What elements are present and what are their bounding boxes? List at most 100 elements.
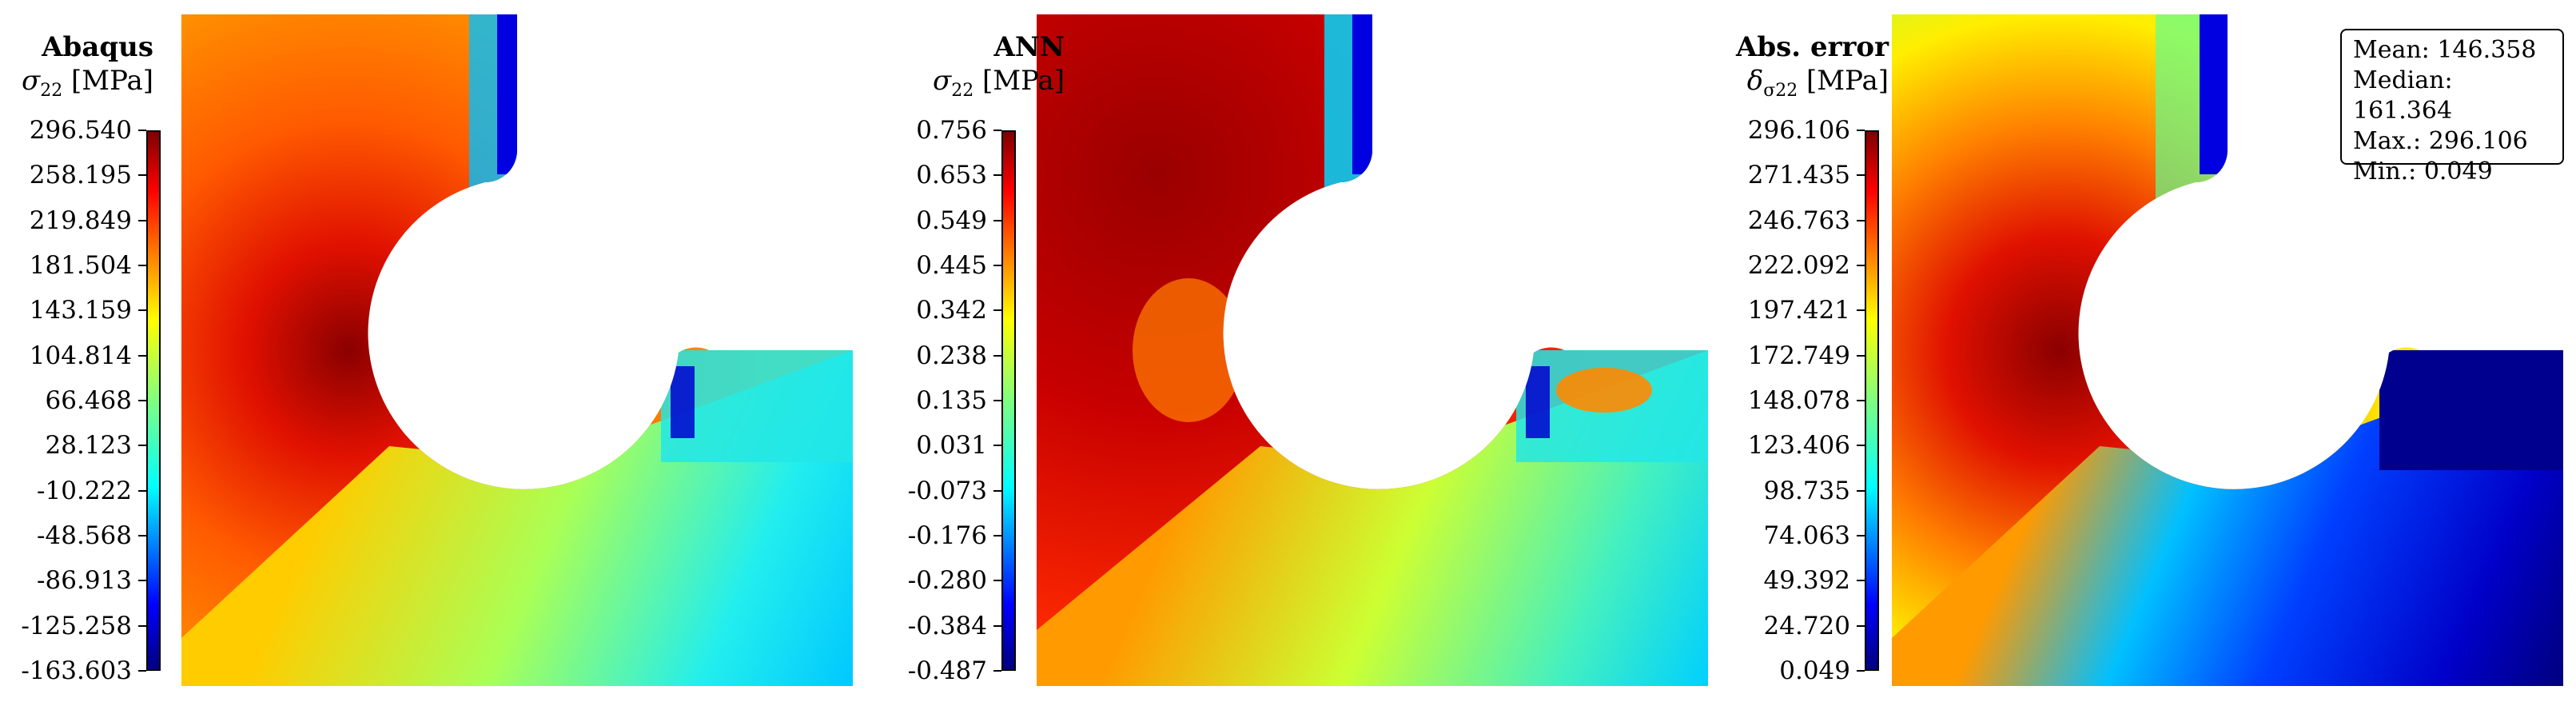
colorbar-tick-mark xyxy=(993,219,1001,221)
colorbar-tick-label: 66.468 xyxy=(45,386,132,415)
colorbar-tick-mark xyxy=(138,219,146,221)
colorbar-tick-mark xyxy=(993,174,1001,177)
colorbar-tick-label: 0.445 xyxy=(916,251,987,280)
colorbar-tick-label: -0.176 xyxy=(907,521,987,550)
panel-title: ANN σ22 [MPa] xyxy=(933,34,1065,100)
panel-error: Abs. error δσ22 [MPa] Mean: 146.358 Medi… xyxy=(1710,0,2576,702)
colorbar-tick-label: -0.384 xyxy=(907,611,987,640)
colorbar-tick-mark xyxy=(1857,489,1865,492)
colorbar-tick-label: 0.549 xyxy=(916,205,987,235)
colorbar xyxy=(1001,130,1016,671)
colorbar-tick-mark xyxy=(993,670,1001,672)
panel-abaqus: Abaqus σ22 [MPa] 296.540 258.195 219.849 18… xyxy=(0,0,855,702)
colorbar-tick-mark xyxy=(993,489,1001,492)
colorbar-tick-label: 74.063 xyxy=(1763,521,1850,550)
colorbar-tick-mark xyxy=(993,400,1001,401)
colorbar-tick-label: 181.504 xyxy=(29,251,132,280)
colorbar-tick-label: 0.135 xyxy=(916,386,987,415)
colorbar-tick-mark xyxy=(1857,670,1865,672)
unit-label: [MPa] xyxy=(982,65,1065,97)
colorbar-tick-mark xyxy=(1857,354,1865,357)
stat-mean: Mean: 146.358 xyxy=(2353,36,2537,64)
colorbar-tick-mark xyxy=(1857,445,1865,447)
colorbar-tick-label: 123.406 xyxy=(1747,431,1850,461)
colorbar-tick-mark xyxy=(138,354,146,357)
stat-min: Min.: 0.049 xyxy=(2353,158,2493,185)
colorbar-tick-mark xyxy=(138,400,146,401)
colorbar-tick-label: 143.159 xyxy=(29,296,132,325)
colorbar-tick-mark xyxy=(1857,624,1865,627)
colorbar-tick-label: 197.421 xyxy=(1747,296,1850,325)
colorbar-tick-label: -163.603 xyxy=(21,656,132,685)
colorbar-tick-label: -0.280 xyxy=(907,566,987,596)
colorbar-tick-mark xyxy=(993,445,1001,447)
colorbar-tick-mark xyxy=(138,445,146,447)
colorbar-tick-label: 246.763 xyxy=(1747,205,1850,235)
colorbar-tick-mark xyxy=(993,354,1001,357)
colorbar-tick-label: 0.756 xyxy=(916,116,987,145)
colorbar-tick-label: 28.123 xyxy=(45,431,132,461)
quantity-symbol: σ xyxy=(933,65,952,97)
title-name: Abaqus xyxy=(42,31,153,63)
title-quantity: σ22 [MPa] xyxy=(933,67,1065,100)
panel-title: Abs. error δσ22 [MPa] xyxy=(1736,34,1889,100)
stat-median: Median: 161.364 xyxy=(2353,66,2453,125)
colorbar-tick-mark xyxy=(138,130,146,131)
colorbar-tick-label: 148.078 xyxy=(1747,386,1850,415)
colorbar-tick-label: 24.720 xyxy=(1763,611,1850,640)
colorbar-tick-mark xyxy=(138,624,146,627)
colorbar-tick-label: -86.913 xyxy=(37,566,132,596)
colorbar-tick-label: 0.031 xyxy=(916,431,987,461)
quantity-symbol: σ xyxy=(22,65,41,97)
colorbar-tick-label: -10.222 xyxy=(37,476,132,505)
colorbar-tick-label: -48.568 xyxy=(37,521,132,550)
colorbar-tick-label: 258.195 xyxy=(29,161,132,190)
colorbar-tick-label: 98.735 xyxy=(1763,476,1850,505)
colorbar-tick-label: 296.540 xyxy=(29,116,132,145)
colorbar xyxy=(1865,130,1879,671)
quantity-subscript: 22 xyxy=(40,80,63,101)
unit-label: [MPa] xyxy=(1806,65,1889,97)
colorbar-tick-label: 0.653 xyxy=(916,161,987,190)
colorbar-tick-mark xyxy=(993,624,1001,627)
colorbar-tick-mark xyxy=(138,309,146,312)
title-quantity: σ22 [MPa] xyxy=(22,67,153,100)
colorbar-tick-mark xyxy=(1857,130,1865,131)
colorbar-tick-mark xyxy=(138,489,146,492)
title-name: Abs. error xyxy=(1735,31,1889,63)
title-quantity: δσ22 [MPa] xyxy=(1736,67,1889,100)
colorbar-tick-label: -0.487 xyxy=(907,656,987,685)
quantity-symbol: δ xyxy=(1746,65,1764,97)
colorbar-tick-label: 172.749 xyxy=(1747,341,1850,370)
colorbar-tick-mark xyxy=(993,535,1001,536)
colorbar-tick-mark xyxy=(1857,400,1865,401)
colorbar-tick-label: 49.392 xyxy=(1763,566,1850,596)
stats-box: Mean: 146.358 Median: 161.364 Max.: 296.… xyxy=(2340,29,2564,185)
colorbar-tick-label: 296.106 xyxy=(1747,116,1850,145)
colorbar-tick-label: -125.258 xyxy=(21,611,132,640)
colorbar-tick-label: 219.849 xyxy=(29,205,132,235)
stat-max: Max.: 296.106 xyxy=(2353,127,2528,155)
quantity-subscript: 22 xyxy=(951,80,974,101)
colorbar-tick-label: -0.073 xyxy=(907,476,987,505)
colorbar-tick-mark xyxy=(1857,580,1865,582)
colorbar-tick-mark xyxy=(1857,535,1865,536)
colorbar-tick-mark xyxy=(993,265,1001,266)
quantity-subscript: σ22 xyxy=(1763,80,1798,101)
title-name: ANN xyxy=(993,31,1065,63)
colorbar xyxy=(146,130,161,671)
colorbar-tick-mark xyxy=(138,535,146,536)
colorbar-tick-mark xyxy=(1857,174,1865,177)
ann-field-plot xyxy=(1037,14,1708,686)
colorbar-tick-mark xyxy=(993,309,1001,312)
colorbar-tick-label: 271.435 xyxy=(1747,161,1850,190)
colorbar-tick-mark xyxy=(993,130,1001,131)
panel-title: Abaqus σ22 [MPa] xyxy=(22,34,153,100)
colorbar-tick-mark xyxy=(1857,309,1865,312)
colorbar-tick-mark xyxy=(138,670,146,672)
unit-label: [MPa] xyxy=(71,65,153,97)
panel-ann: ANN σ22 [MPa] 0.756 0.653 0.549 0.445 0.342 0… xyxy=(855,0,1710,702)
colorbar-tick-label: 104.814 xyxy=(29,341,132,370)
colorbar-tick-mark xyxy=(1857,219,1865,221)
